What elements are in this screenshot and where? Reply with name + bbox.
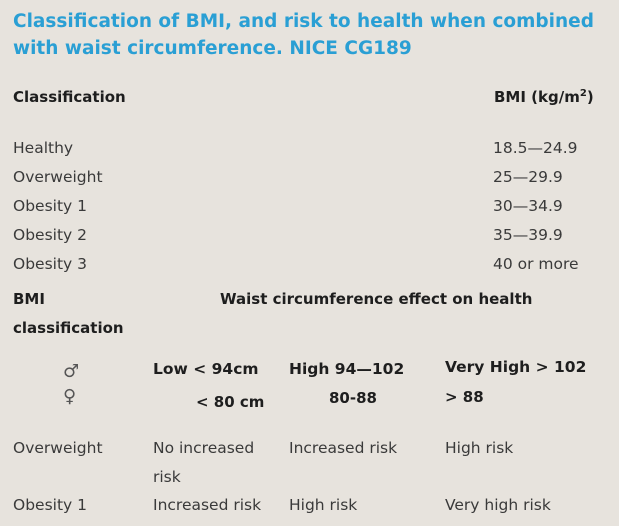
high-male-threshold: High 94—102 [289, 360, 405, 378]
bmi-row-label: Overweight [13, 168, 103, 186]
risk-row-label: Obesity 1 [13, 496, 87, 514]
bmi-row-label: Obesity 2 [13, 226, 87, 244]
low-male-threshold: Low < 94cm [153, 360, 259, 378]
bmi-row-value: 40 or more [493, 255, 579, 273]
risk-high-cell: High risk [289, 496, 358, 514]
low-female-threshold: < 80 cm [196, 393, 265, 411]
bmi-row-label: Obesity 3 [13, 255, 87, 273]
header-waist-effect: Waist circumference effect on health [220, 290, 533, 308]
risk-row-label: Overweight [13, 439, 103, 457]
risk-veryhigh-cell: Very high risk [445, 496, 551, 514]
risk-low-cell-line2: risk [153, 468, 181, 486]
bmi-row-label: Healthy [13, 139, 74, 157]
header-bmi: BMI (kg/m2) [494, 88, 594, 106]
bmi-row-value: 30—34.9 [493, 197, 563, 215]
risk-low-cell-line1: Increased risk [153, 496, 262, 514]
risk-low-cell-line1: No increased [153, 439, 255, 457]
male-icon: ♂ [63, 361, 80, 382]
female-icon: ♀ [63, 386, 77, 407]
header-bmi-classification-line2: classification [13, 319, 124, 337]
veryhigh-male-threshold: Very High > 102 [445, 358, 587, 376]
bmi-row-value: 35—39.9 [493, 226, 563, 244]
document-title: Classification of BMI, and risk to healt… [13, 11, 594, 59]
bmi-row-value: 18.5—24.9 [493, 139, 578, 157]
risk-high-cell: Increased risk [289, 439, 398, 457]
veryhigh-female-threshold: > 88 [445, 388, 484, 406]
bmi-row-value: 25—29.9 [493, 168, 563, 186]
risk-veryhigh-cell: High risk [445, 439, 514, 457]
header-bmi-classification-line1: BMI [13, 290, 45, 308]
header-classification: Classification [13, 88, 126, 106]
high-female-threshold: 80-88 [329, 389, 377, 407]
bmi-row-label: Obesity 1 [13, 197, 87, 215]
